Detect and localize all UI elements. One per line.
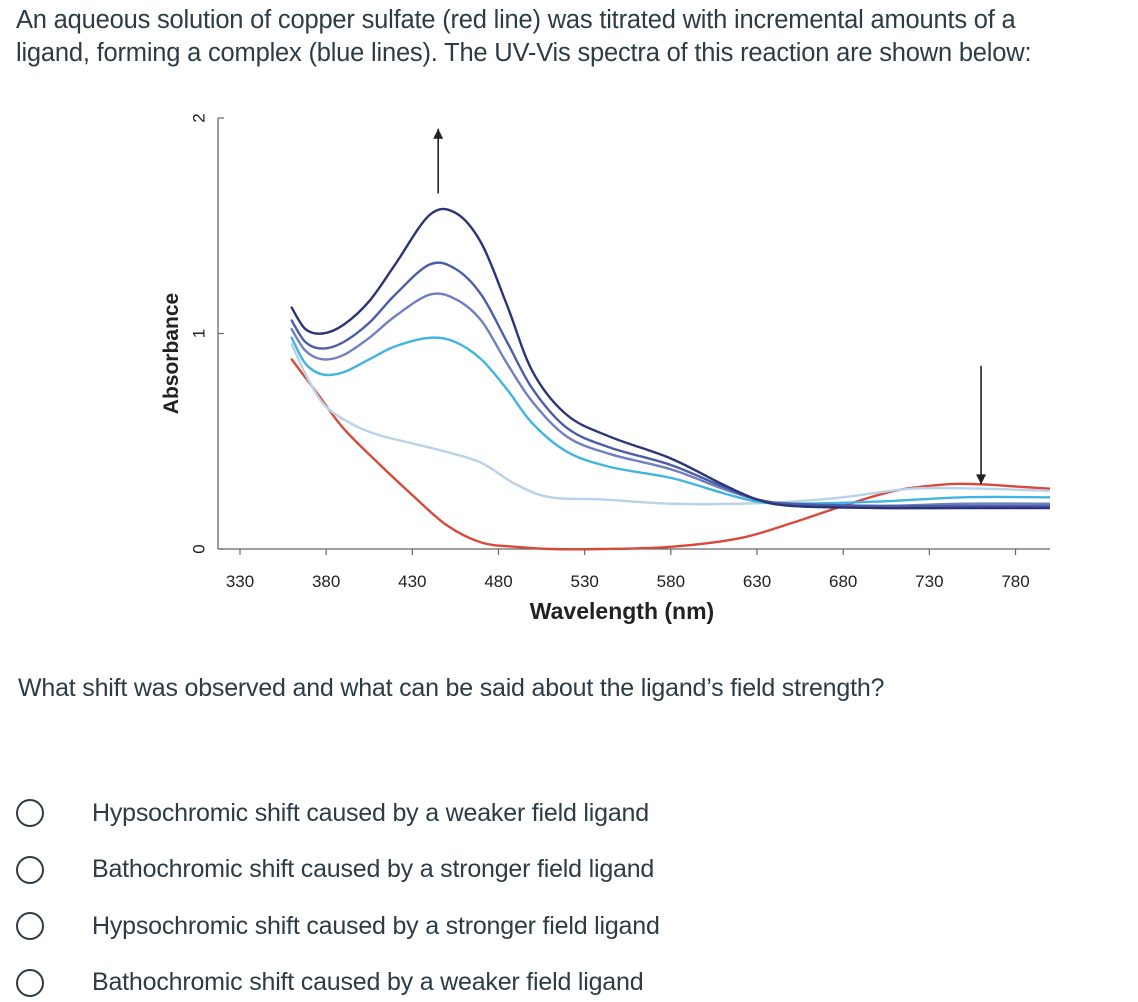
answer-options: Hypsochromic shift caused by a weaker fi…: [16, 785, 660, 1002]
arrow-up-arrow-head: [433, 128, 444, 139]
spectrum-line-3: [290, 336, 1052, 505]
x-tick-label: 780: [1001, 572, 1029, 591]
annotation-layer: [433, 128, 987, 485]
x-tick-label: 730: [915, 572, 943, 591]
arrow-down-arrow-head: [976, 474, 987, 485]
spectrum-line-1: [290, 358, 1052, 551]
uv-vis-spectra-chart: 330 380 430 480 530 580 630 680 730 780 0 1 2 Wavele…: [150, 100, 1052, 640]
radio-button-icon[interactable]: [16, 799, 44, 828]
y-tick-label: 1: [189, 329, 208, 338]
radio-button-icon[interactable]: [16, 912, 44, 941]
answer-label: Hypsochromic shift caused by a stronger …: [92, 911, 660, 940]
answer-label: Bathochromic shift caused by a stronger …: [92, 855, 655, 884]
answer-option-3[interactable]: Hypsochromic shift caused by a stronger …: [16, 898, 660, 955]
x-tick-label: 480: [484, 572, 512, 591]
x-tick-label: 530: [570, 572, 598, 591]
x-axis-title: Wavelength (nm): [530, 598, 714, 624]
spectrum-line-2: [290, 343, 1052, 506]
ticks-layer: 330 380 430 480 530 580 630 680 730 780 0 1 2: [189, 113, 1029, 591]
intro-line-1: An aqueous solution of copper sulfate (r…: [16, 6, 1016, 34]
answer-option-1[interactable]: Hypsochromic shift caused by a weaker fi…: [16, 785, 660, 842]
intro-line-2: ligand, forming a complex (blue lines). …: [16, 39, 1032, 67]
y-tick-label: 0: [189, 544, 208, 553]
question-intro: An aqueous solution of copper sulfate (r…: [16, 4, 1126, 70]
answer-label: Bathochromic shift caused by a weaker fi…: [92, 968, 644, 997]
spectrum-line-5: [290, 261, 1052, 508]
x-tick-label: 680: [829, 572, 857, 591]
chart-svg: 330 380 430 480 530 580 630 680 730 780 0 1 2 Wavele…: [160, 113, 1052, 624]
x-tick-label: 580: [657, 572, 685, 591]
radio-button-icon[interactable]: [16, 968, 44, 997]
x-tick-label: 430: [398, 572, 426, 591]
answer-option-4[interactable]: Bathochromic shift caused by a weaker fi…: [16, 955, 660, 1002]
x-tick-label: 380: [312, 572, 340, 591]
spectrum-line-6: [290, 207, 1052, 510]
x-tick-label: 330: [226, 572, 254, 591]
question-text: What shift was observed and what can be …: [18, 674, 885, 702]
answer-option-2[interactable]: Bathochromic shift caused by a stronger …: [16, 842, 660, 899]
chart-axes: [217, 118, 1050, 550]
x-tick-label: 630: [743, 572, 771, 591]
series-layer: [290, 207, 1052, 551]
spectrum-line-4: [290, 292, 1052, 508]
y-axis-title: Absorbance: [160, 293, 183, 414]
answer-label: Hypsochromic shift caused by a weaker fi…: [92, 798, 649, 827]
y-tick-label: 2: [189, 113, 208, 122]
radio-button-icon[interactable]: [16, 855, 44, 884]
